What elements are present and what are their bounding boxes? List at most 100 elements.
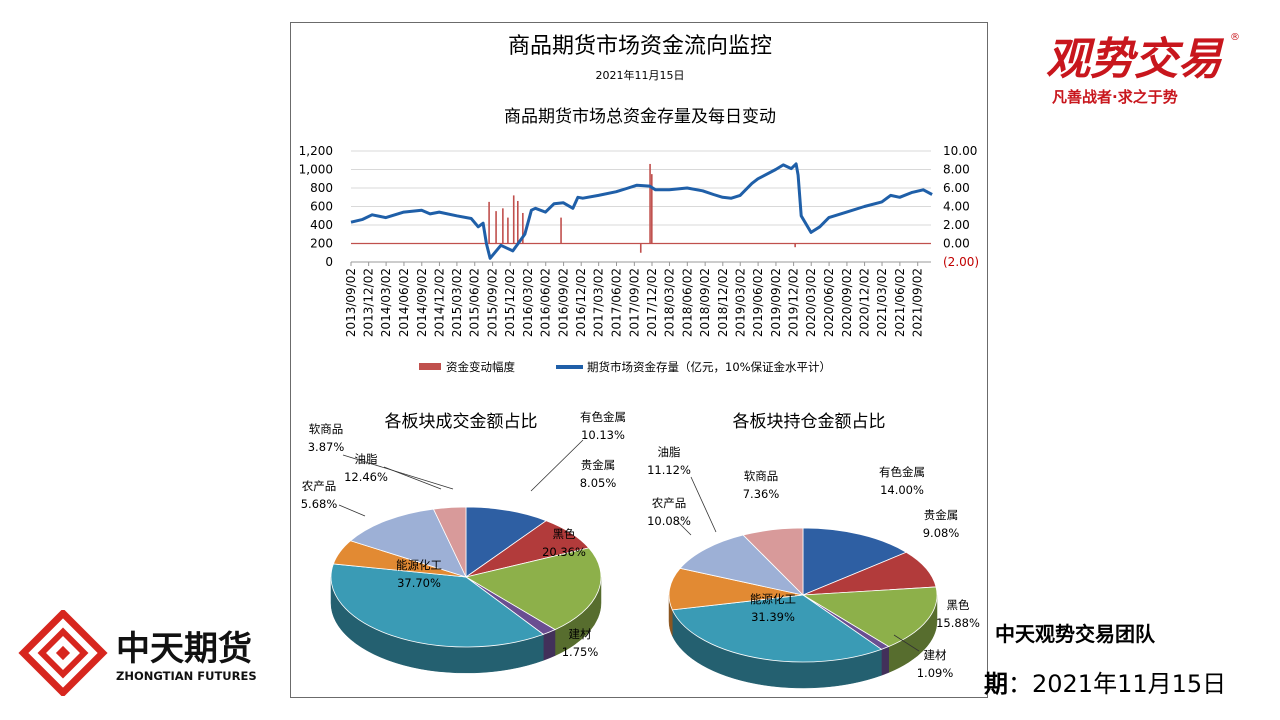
- y-right-tick-label: 0.00: [943, 237, 970, 251]
- legend-label-stock: 期货市场资金存量（亿元，10%保证金水平计）: [587, 360, 831, 374]
- y-right-tick-label: (2.00): [943, 255, 979, 269]
- pie-value-label: 3.87%: [308, 440, 345, 454]
- pie-value-label: 12.46%: [344, 470, 388, 484]
- x-tick-label: 2013/12/02: [362, 268, 376, 337]
- pie-value-label: 37.70%: [397, 576, 441, 590]
- pie-value-label: 8.05%: [580, 476, 617, 490]
- pie-category-label: 油脂: [355, 452, 378, 466]
- panel-date: 2021年11月15日: [596, 68, 685, 82]
- x-tick-label: 2019/12/02: [787, 268, 801, 337]
- x-tick-label: 2018/12/02: [716, 268, 730, 337]
- report-date-label: 期: [984, 670, 1008, 698]
- line-chart-title: 商品期货市场总资金存量及每日变动: [504, 107, 776, 127]
- pie-category-label: 软商品: [744, 469, 779, 483]
- pie-slice: [801, 586, 938, 647]
- x-tick-label: 2014/06/02: [397, 268, 411, 337]
- x-tick-label: 2015/09/02: [486, 268, 500, 337]
- pie-category-label: 贵金属: [581, 458, 616, 472]
- pie-category-label: 农产品: [302, 479, 337, 493]
- pie-value-label: 9.08%: [923, 526, 960, 540]
- x-tick-label: 2018/09/02: [698, 268, 712, 337]
- guanshi-slogan: 凡善战者·求之于势: [1052, 88, 1178, 106]
- change-bar: [522, 212, 524, 244]
- x-tick-label: 2020/06/02: [822, 268, 836, 337]
- pie-slice: [679, 534, 805, 596]
- chart-panel: 商品期货市场资金流向监控 2021年11月15日 商品期货市场总资金存量及每日变…: [290, 22, 988, 698]
- pie-slice: [742, 527, 804, 596]
- report-date: 期：2021年11月15日: [984, 664, 1226, 699]
- team-name: 中天观势交易团队: [995, 622, 1155, 646]
- x-tick-label: 2014/09/02: [415, 268, 429, 337]
- legend-swatch-change: [419, 363, 441, 370]
- pie-labels: 有色金属 14.00%贵金属 9.08% 黑色 15.88% 建材 1.09% 能源化工 31.…: [647, 445, 980, 680]
- y-left-tick-label: 600: [310, 200, 333, 214]
- pie-leader-line: [342, 454, 454, 490]
- stock-line: [350, 162, 933, 260]
- x-tick-label: 2014/03/02: [379, 268, 393, 337]
- y-left-tick-label: 800: [310, 181, 333, 195]
- x-tick-label: 2019/06/02: [751, 268, 765, 337]
- pie-category-label: 贵金属: [924, 508, 959, 522]
- y-left-tick-label: 1,200: [299, 144, 333, 158]
- pie-category-label: 有色金属: [580, 410, 626, 424]
- pie-slice-side: [881, 646, 889, 676]
- pie-category-label: 能源化工: [396, 558, 442, 572]
- pie-value-label: 5.68%: [301, 497, 338, 511]
- x-tick-label: 2013/09/02: [344, 268, 358, 337]
- x-tick-label: 2014/12/02: [432, 268, 446, 337]
- guanshi-brand-text: 观势交易: [1046, 34, 1225, 85]
- pie-slice: [671, 594, 883, 663]
- pie-value-label: 20.36%: [542, 545, 586, 559]
- x-tick-label: 2018/03/02: [662, 268, 676, 337]
- panel-title: 商品期货市场资金流向监控: [508, 34, 772, 59]
- pie-category-label: 农产品: [652, 496, 687, 510]
- pie-labels: 有色金属 10.13% 贵金属 8.05% 黑色 20.36% 建材 1.75% 能源化工 37.…: [301, 410, 626, 659]
- change-bar: [516, 200, 519, 244]
- x-tick-labels: 2013/09/02 2013/12/02 2014/03/02 2014/06/02…: [344, 262, 925, 337]
- x-tick-label: 2021/03/02: [875, 268, 889, 337]
- pie-category-label: 有色金属: [879, 465, 925, 479]
- pie-slice: [330, 563, 545, 648]
- y-right-tick-label: 2.00: [943, 218, 970, 232]
- pie-leader-line: [530, 439, 584, 492]
- registered-badge: ®: [1230, 32, 1240, 43]
- x-tick-label: 2016/12/02: [574, 268, 588, 337]
- pie-value-label: 7.36%: [743, 487, 780, 501]
- pie-category-label: 建材: [569, 627, 592, 641]
- pie-category-label: 油脂: [658, 445, 681, 459]
- x-tick-label: 2017/06/02: [610, 268, 624, 337]
- pie-value-label: 15.88%: [936, 616, 980, 630]
- x-tick-label: 2016/03/02: [521, 268, 535, 337]
- change-bar: [507, 217, 509, 244]
- pie-slice: [349, 508, 467, 578]
- x-tick-label: 2020/03/02: [804, 268, 818, 337]
- pie-value-label: 11.12%: [647, 463, 691, 477]
- pie1-title: 各板块成交金额占比: [385, 412, 538, 432]
- y-right-tick-label: 4.00: [943, 200, 970, 214]
- line-chart: 0 200 400 600 800 1,000 1,200 (2.00) 0.00 2.00 4.0…: [299, 144, 979, 337]
- zhongtian-name: 中天期货: [116, 629, 252, 669]
- pie-slice: [432, 506, 467, 578]
- zhongtian-emblem-icon: [18, 608, 108, 698]
- y-left-tick-label: 1,000: [299, 163, 333, 177]
- change-bar: [794, 243, 796, 248]
- line-chart-legend: 资金变动幅度 期货市场资金存量（亿元，10%保证金水平计）: [419, 360, 831, 374]
- x-tick-label: 2020/12/02: [858, 268, 872, 337]
- x-tick-label: 2016/09/02: [557, 268, 571, 337]
- pie-slice-side: [543, 629, 556, 661]
- x-tick-label: 2016/06/02: [539, 268, 553, 337]
- y-right-tick-label: 10.00: [943, 144, 977, 158]
- pie-leader-line: [338, 504, 366, 517]
- zhongtian-name-en: ZHONGTIAN FUTURES: [116, 669, 257, 683]
- pie-category-label: 黑色: [947, 598, 970, 612]
- change-bar: [488, 201, 490, 244]
- x-tick-label: 2015/03/02: [450, 268, 464, 337]
- pie-category-label: 能源化工: [750, 592, 796, 606]
- x-tick-label: 2015/12/02: [503, 268, 517, 337]
- x-tick-label: 2017/09/02: [627, 268, 641, 337]
- y-right-tick-label: 8.00: [943, 163, 970, 177]
- pie-leader-line: [676, 520, 692, 536]
- pie-tops: [330, 506, 602, 648]
- report-date-value: ：2021年11月15日: [1008, 670, 1227, 698]
- guanshi-logo: 观势交易 ® 凡善战者·求之于势: [1040, 22, 1250, 112]
